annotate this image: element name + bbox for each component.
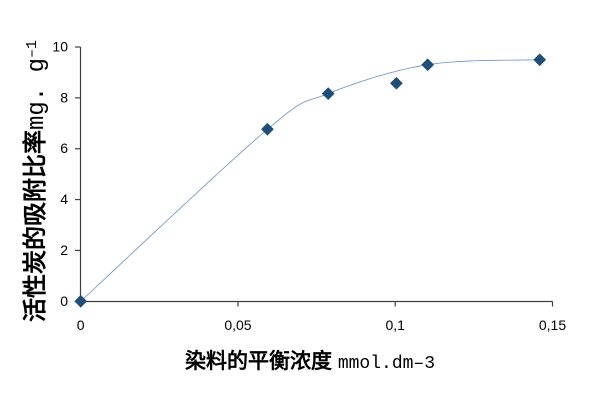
svg-text:6: 6 bbox=[60, 140, 68, 156]
svg-text:0,05: 0,05 bbox=[224, 317, 251, 333]
svg-text:染料的平衡浓度 mmol.dm–3: 染料的平衡浓度 mmol.dm–3 bbox=[184, 349, 435, 374]
svg-text:0: 0 bbox=[77, 317, 85, 333]
svg-text:活性炭的吸附比率mg. g–1: 活性炭的吸附比率mg. g–1 bbox=[21, 40, 51, 322]
svg-text:4: 4 bbox=[60, 191, 68, 207]
svg-text:10: 10 bbox=[52, 39, 68, 55]
svg-text:0,15: 0,15 bbox=[539, 317, 566, 333]
svg-text:2: 2 bbox=[60, 242, 68, 258]
svg-text:0,1: 0,1 bbox=[385, 317, 405, 333]
svg-text:0: 0 bbox=[60, 293, 68, 309]
svg-text:8: 8 bbox=[60, 89, 68, 105]
